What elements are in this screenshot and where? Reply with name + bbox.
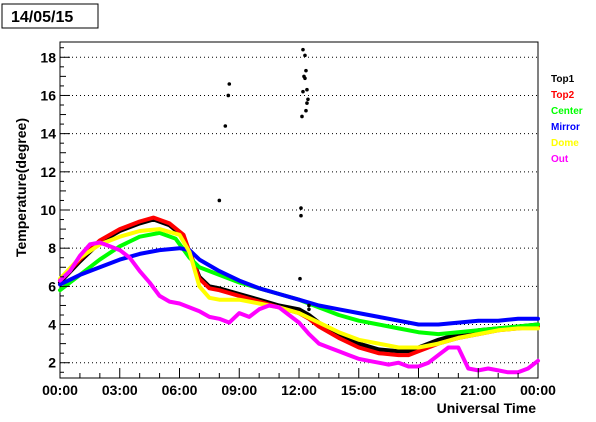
data-point: [307, 303, 311, 308]
data-point: [306, 97, 310, 102]
plot-frame: [59, 41, 539, 379]
y-tick-label: 6: [48, 278, 56, 294]
legend-entry-center: Center: [551, 106, 583, 117]
data-point: [299, 206, 303, 210]
data-point: [304, 108, 308, 113]
y-axis-label: Temperature(degree): [13, 118, 29, 257]
y-tick-label: 10: [40, 202, 56, 218]
data-point: [305, 87, 309, 92]
data-point: [307, 307, 311, 312]
y-tick-label: 2: [48, 355, 56, 371]
x-axis-label: Universal Time: [437, 400, 537, 416]
x-tick-label: 09:00: [221, 382, 257, 398]
data-point: [303, 76, 307, 81]
data-point: [301, 89, 305, 94]
series-line-mirror: [58, 246, 540, 327]
data-point: [217, 198, 222, 203]
y-tick-label: 8: [48, 240, 56, 256]
legend-entry-mirror: Mirror: [551, 122, 580, 133]
x-tick-label: 06:00: [162, 382, 198, 398]
y-tick-label: 4: [48, 317, 56, 333]
x-tick-label: 00:00: [42, 382, 78, 398]
data-point: [298, 276, 302, 281]
data-point: [303, 53, 307, 58]
legend-entry-top2: Top2: [551, 90, 575, 101]
data-point: [304, 68, 308, 73]
data-point: [305, 101, 309, 105]
legend: Top1 Top2 Center Mirror Dome Out: [551, 74, 583, 165]
legend-entry-top1: Top1: [551, 74, 575, 85]
x-tick-label: 18:00: [401, 382, 437, 398]
x-tick-label: 00:00: [520, 382, 556, 398]
x-tick-label: 21:00: [460, 382, 496, 398]
y-tick-label: 12: [40, 164, 56, 180]
series-group: [58, 47, 540, 375]
data-point: [226, 93, 231, 98]
x-tick-label: 15:00: [341, 382, 377, 398]
data-point: [301, 47, 305, 52]
y-tick-label: 18: [40, 49, 56, 65]
chart-title: 14/05/15: [11, 9, 73, 26]
data-point: [299, 213, 303, 218]
series-line-out: [58, 240, 540, 375]
y-tick-label: 16: [40, 87, 56, 103]
data-point: [223, 124, 228, 128]
title-box: [1, 3, 99, 29]
legend-entry-dome: Dome: [551, 138, 579, 149]
x-tick-label: 03:00: [102, 382, 138, 398]
axes: 2 4 6 8 10 12 14 16 18 00:00 03:00 06:00 09:00 12:00 1…: [40, 47, 556, 398]
data-point: [227, 82, 232, 86]
x-tick-label: 12:00: [281, 382, 317, 398]
data-point: [300, 114, 304, 119]
legend-entry-out: Out: [551, 154, 569, 165]
y-tick-label: 14: [40, 126, 56, 142]
